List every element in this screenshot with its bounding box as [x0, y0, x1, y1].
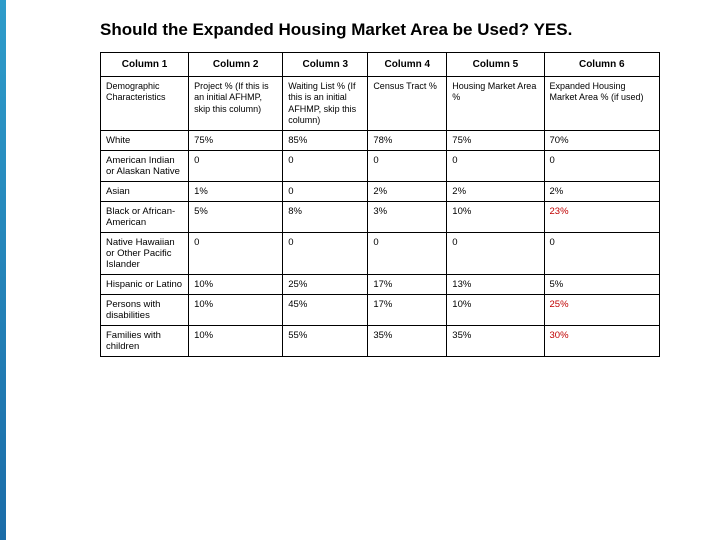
table-cell: 35% — [368, 326, 447, 357]
col-desc: Project % (If this is an initial AFHMP, … — [189, 77, 283, 131]
table-cell: Families with children — [101, 326, 189, 357]
table-cell: 0 — [368, 233, 447, 275]
table-cell: 8% — [283, 202, 368, 233]
table-cell: 2% — [368, 182, 447, 202]
col-desc: Housing Market Area % — [447, 77, 544, 131]
table-body: Demographic Characteristics Project % (I… — [101, 77, 660, 357]
col-header: Column 3 — [283, 53, 368, 77]
col-desc: Expanded Housing Market Area % (if used) — [544, 77, 660, 131]
table-cell: Hispanic or Latino — [101, 275, 189, 295]
col-header: Column 6 — [544, 53, 660, 77]
table-cell: 10% — [189, 295, 283, 326]
table-cell: 0 — [544, 233, 660, 275]
table-cell: 78% — [368, 131, 447, 151]
table-cell: 0 — [447, 151, 544, 182]
table-cell: 10% — [447, 295, 544, 326]
table-cell: Black or African-American — [101, 202, 189, 233]
table-cell: Asian — [101, 182, 189, 202]
table-row: Asian1%02%2%2% — [101, 182, 660, 202]
table-cell: 17% — [368, 295, 447, 326]
col-header: Column 5 — [447, 53, 544, 77]
table-cell: Native Hawaiian or Other Pacific Islande… — [101, 233, 189, 275]
table-cell: 10% — [189, 275, 283, 295]
table-cell: 30% — [544, 326, 660, 357]
table-cell: 75% — [189, 131, 283, 151]
table-row: Families with children10%55%35%35%30% — [101, 326, 660, 357]
table-cell: 55% — [283, 326, 368, 357]
table-cell: 1% — [189, 182, 283, 202]
table-cell: 0 — [189, 151, 283, 182]
table-cell: 0 — [447, 233, 544, 275]
table-cell: 0 — [368, 151, 447, 182]
table-cell: 13% — [447, 275, 544, 295]
slide-container: Should the Expanded Housing Market Area … — [0, 0, 720, 540]
table-row: Persons with disabilities10%45%17%10%25% — [101, 295, 660, 326]
table-cell: 35% — [447, 326, 544, 357]
table-cell: 0 — [283, 233, 368, 275]
table-cell: 23% — [544, 202, 660, 233]
table-cell: 10% — [189, 326, 283, 357]
table-cell: 5% — [189, 202, 283, 233]
table-cell: 3% — [368, 202, 447, 233]
table-row: American Indian or Alaskan Native00000 — [101, 151, 660, 182]
col-desc: Waiting List % (If this is an initial AF… — [283, 77, 368, 131]
col-header: Column 4 — [368, 53, 447, 77]
table-cell: 25% — [544, 295, 660, 326]
page-title: Should the Expanded Housing Market Area … — [100, 20, 660, 40]
table-desc-row: Demographic Characteristics Project % (I… — [101, 77, 660, 131]
table-cell: 45% — [283, 295, 368, 326]
table-cell: 70% — [544, 131, 660, 151]
table-cell: Persons with disabilities — [101, 295, 189, 326]
table-cell: 85% — [283, 131, 368, 151]
table-row: White75%85%78%75%70% — [101, 131, 660, 151]
table-header-row: Column 1 Column 2 Column 3 Column 4 Colu… — [101, 53, 660, 77]
table-cell: 0 — [283, 182, 368, 202]
table-cell: 0 — [189, 233, 283, 275]
table-cell: 2% — [447, 182, 544, 202]
table-cell: 0 — [544, 151, 660, 182]
table-cell: 0 — [283, 151, 368, 182]
table-cell: 25% — [283, 275, 368, 295]
col-header: Column 2 — [189, 53, 283, 77]
table-cell: 2% — [544, 182, 660, 202]
table-row: Hispanic or Latino10%25%17%13%5% — [101, 275, 660, 295]
accent-bar — [0, 0, 6, 540]
data-table: Column 1 Column 2 Column 3 Column 4 Colu… — [100, 52, 660, 357]
col-header: Column 1 — [101, 53, 189, 77]
table-cell: 10% — [447, 202, 544, 233]
table-row: Black or African-American5%8%3%10%23% — [101, 202, 660, 233]
col-desc: Census Tract % — [368, 77, 447, 131]
table-cell: 75% — [447, 131, 544, 151]
table-cell: 17% — [368, 275, 447, 295]
table-cell: 5% — [544, 275, 660, 295]
table-cell: American Indian or Alaskan Native — [101, 151, 189, 182]
table-row: Native Hawaiian or Other Pacific Islande… — [101, 233, 660, 275]
col-desc: Demographic Characteristics — [101, 77, 189, 131]
table-cell: White — [101, 131, 189, 151]
